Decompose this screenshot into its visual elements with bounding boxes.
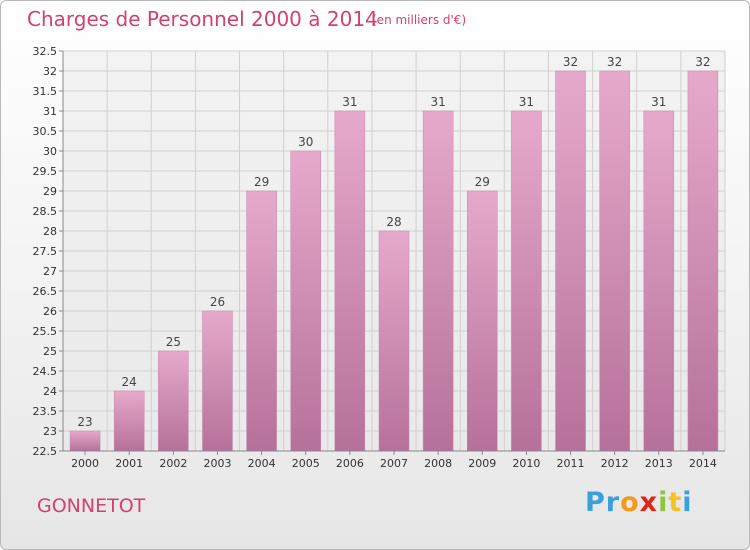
bar xyxy=(422,110,454,452)
logo-part: i xyxy=(682,487,693,518)
bar xyxy=(467,190,498,452)
x-tick-label: 2002 xyxy=(159,457,187,470)
y-tick-label: 28 xyxy=(43,225,57,238)
logo-part: t xyxy=(668,487,683,518)
bar-value-label: 31 xyxy=(430,95,445,109)
y-tick-label: 23.5 xyxy=(33,405,58,418)
y-tick-label: 32 xyxy=(43,65,57,78)
bar-value-label: 28 xyxy=(386,215,401,229)
bar-value-label: 31 xyxy=(519,95,534,109)
x-tick-label: 2000 xyxy=(71,457,99,470)
y-tick-label: 30.5 xyxy=(33,125,58,138)
x-tick-label: 2008 xyxy=(424,457,452,470)
chart-subtitle: (en milliers d'€) xyxy=(372,13,467,27)
y-tick-label: 26.5 xyxy=(33,285,58,298)
bar-value-label: 25 xyxy=(166,335,181,349)
bar-value-label: 29 xyxy=(254,175,269,189)
chart-title: Charges de Personnel 2000 à 2014 xyxy=(27,7,378,31)
y-tick-label: 23 xyxy=(43,425,57,438)
y-tick-label: 24 xyxy=(43,385,57,398)
x-tick-label: 2005 xyxy=(292,457,320,470)
x-tick-label: 2006 xyxy=(336,457,364,470)
x-tick-label: 2003 xyxy=(203,457,231,470)
bar xyxy=(687,70,719,452)
bar xyxy=(202,310,233,452)
y-tick-label: 25 xyxy=(43,345,57,358)
y-tick-label: 27 xyxy=(43,265,57,278)
x-tick-label: 2004 xyxy=(248,457,276,470)
y-tick-label: 29.5 xyxy=(33,165,58,178)
logo-part: x xyxy=(639,487,659,518)
bar-value-label: 32 xyxy=(695,55,710,69)
bar xyxy=(334,110,366,452)
bar-value-label: 31 xyxy=(342,95,357,109)
logo-part: o xyxy=(620,487,640,518)
y-tick-label: 25.5 xyxy=(33,325,58,338)
bar-value-label: 31 xyxy=(651,95,666,109)
bar-value-label: 32 xyxy=(607,55,622,69)
x-tick-label: 2009 xyxy=(468,457,496,470)
bar-value-label: 29 xyxy=(475,175,490,189)
bar xyxy=(378,230,410,452)
x-tick-label: 2010 xyxy=(512,457,540,470)
x-tick-label: 2013 xyxy=(645,457,673,470)
bar-value-label: 24 xyxy=(122,375,137,389)
x-tick-label: 2012 xyxy=(601,457,629,470)
y-tick-label: 29 xyxy=(43,185,57,198)
y-tick-label: 28.5 xyxy=(33,205,58,218)
bar xyxy=(69,430,101,452)
y-tick-label: 24.5 xyxy=(33,365,58,378)
y-tick-label: 31 xyxy=(43,105,57,118)
bar xyxy=(158,350,189,452)
bar xyxy=(555,70,586,452)
y-tick-label: 30 xyxy=(43,145,57,158)
bar xyxy=(599,70,630,452)
x-tick-label: 2007 xyxy=(380,457,408,470)
commune-name: GONNETOT xyxy=(37,495,146,517)
y-tick-label: 27.5 xyxy=(33,245,58,258)
y-tick-label: 22.5 xyxy=(33,445,58,458)
logo-part: Pr xyxy=(585,487,621,518)
bar xyxy=(643,110,675,452)
bar-value-label: 23 xyxy=(77,415,92,429)
x-tick-label: 2011 xyxy=(557,457,585,470)
y-tick-label: 31.5 xyxy=(33,85,58,98)
bar xyxy=(246,190,277,452)
bar xyxy=(290,150,321,452)
bar-value-label: 32 xyxy=(563,55,578,69)
x-tick-label: 2001 xyxy=(115,457,143,470)
y-tick-label: 26 xyxy=(43,305,57,318)
bar xyxy=(113,390,145,452)
bar-value-label: 30 xyxy=(298,135,313,149)
bar-value-label: 26 xyxy=(210,295,225,309)
logo-part: i xyxy=(658,487,669,518)
y-tick-label: 32.5 xyxy=(33,45,58,58)
x-tick-label: 2014 xyxy=(689,457,717,470)
bar xyxy=(511,110,542,452)
proxiti-logo: Proxiti xyxy=(585,487,693,518)
